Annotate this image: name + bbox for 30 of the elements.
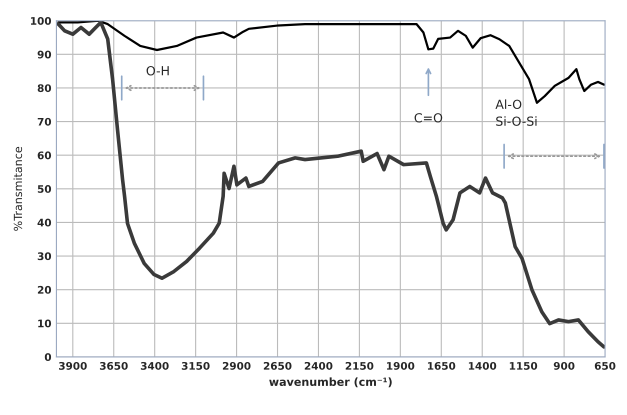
y-tick-label: 80	[38, 84, 52, 92]
x-tick-label: 2400	[304, 362, 332, 370]
x-tick-label: 3400	[140, 362, 169, 370]
y-tick-label: 70	[38, 118, 52, 126]
x-tick-label: 650	[594, 362, 616, 370]
annotation: C=O	[414, 113, 442, 123]
x-tick-label: 1400	[468, 362, 496, 370]
annotation: O-H	[146, 66, 169, 76]
y-tick-label: 50	[38, 185, 52, 193]
x-tick-label: 3650	[100, 362, 128, 370]
x-tick-label: 3900	[59, 362, 87, 370]
y-tick-label: 10	[38, 320, 52, 328]
x-tick-label: 2900	[222, 362, 251, 370]
x-tick-label: 1900	[387, 362, 414, 370]
y-tick-label: 90	[38, 50, 52, 58]
y-axis-title: %Transmitance	[14, 146, 22, 231]
y-tick-label: 30	[38, 252, 52, 260]
y-tick-label: 40	[38, 218, 52, 227]
y-tick-label: 0	[44, 353, 52, 362]
x-tick-label: 2650	[264, 362, 292, 370]
x-axis-title: wavenumber (cm⁻¹)	[269, 377, 392, 388]
x-tick-label: 3150	[182, 362, 210, 370]
x-tick-label: 2150	[346, 362, 374, 370]
y-tick-label: 20	[38, 286, 52, 294]
y-tick-label: 60	[38, 151, 52, 160]
annotation: Al-O Si-O-Si	[495, 99, 537, 126]
x-tick-label: 900	[554, 362, 574, 370]
x-tick-label: 1150	[510, 362, 538, 370]
x-tick-label: 1650	[428, 362, 456, 370]
y-tick-label: 100	[31, 16, 52, 25]
